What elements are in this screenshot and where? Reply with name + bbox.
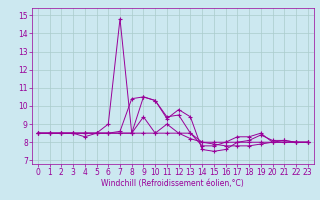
X-axis label: Windchill (Refroidissement éolien,°C): Windchill (Refroidissement éolien,°C) [101, 179, 244, 188]
